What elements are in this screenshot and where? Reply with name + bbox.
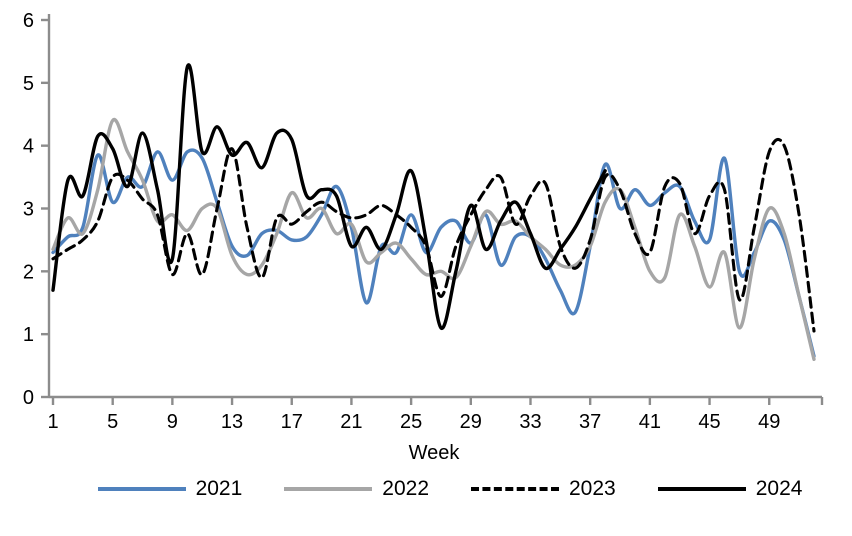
- x-tick-label: 13: [221, 411, 243, 433]
- legend-label-2022: 2022: [382, 477, 429, 500]
- legend-swatch-2023: [471, 487, 559, 491]
- legend-item-2022: 2022: [284, 477, 429, 501]
- y-tick-label: 1: [23, 324, 34, 346]
- x-tick-label: 9: [167, 411, 178, 433]
- x-tick-label: 33: [519, 411, 541, 433]
- x-tick-label: 41: [639, 411, 661, 433]
- legend-swatch-2022: [284, 487, 373, 491]
- y-tick-label: 5: [23, 73, 34, 95]
- legend-label-2023: 2023: [569, 477, 616, 500]
- x-tick-label: 49: [758, 411, 780, 433]
- x-axis-title: Week: [408, 442, 460, 464]
- x-tick-label: 45: [698, 411, 720, 433]
- x-tick-label: 1: [47, 411, 58, 433]
- legend: 2021 2022 2023 2024: [24, 477, 852, 501]
- y-tick-label: 6: [23, 10, 34, 32]
- x-tick-label: 29: [460, 411, 482, 433]
- x-tick-label: 37: [579, 411, 601, 433]
- legend-item-2024: 2024: [657, 477, 803, 501]
- legend-item-2023: 2023: [471, 477, 616, 501]
- x-tick-label: 17: [281, 411, 303, 433]
- series-line-2023: [51, 137, 816, 333]
- legend-item-2021: 2021: [97, 477, 243, 501]
- x-tick-label: 21: [340, 411, 362, 433]
- x-tick-label: 5: [107, 411, 118, 433]
- y-tick-label: 2: [23, 261, 34, 283]
- legend-swatch-2024: [657, 487, 746, 491]
- series-line-2024: [51, 63, 607, 330]
- y-tick-label: 4: [23, 136, 34, 158]
- x-tick-label: 25: [400, 411, 422, 433]
- y-tick-label: 0: [23, 387, 34, 409]
- y-tick-label: 3: [23, 199, 34, 221]
- series-line-2022: [51, 117, 816, 361]
- legend-label-2021: 2021: [195, 477, 243, 500]
- legend-label-2024: 2024: [755, 477, 803, 500]
- legend-swatch-2021: [97, 487, 186, 491]
